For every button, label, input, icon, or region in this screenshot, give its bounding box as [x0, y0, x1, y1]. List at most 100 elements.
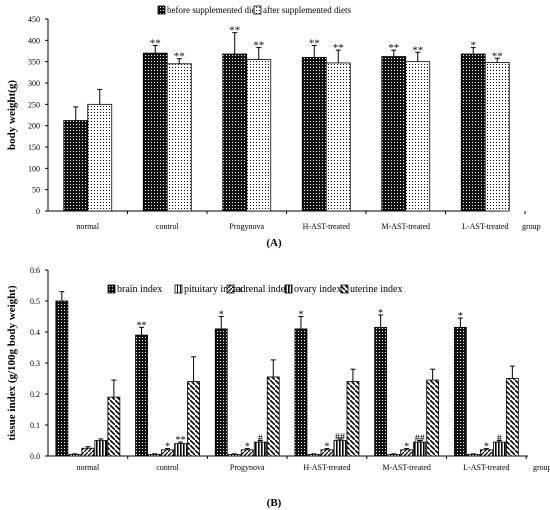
bar	[505, 378, 519, 457]
bar	[381, 56, 407, 212]
bar	[460, 53, 486, 212]
significance-mark: **	[412, 44, 423, 56]
y-tick-label: 350	[28, 58, 40, 67]
significance-mark: **	[309, 37, 320, 49]
panel-b-tissue-index-chart: 0.0 0.1 0.2 0.3 0.4 0.5 0.6 tissue index (g/100…	[6, 266, 550, 472]
y-tick-label: 0.0	[30, 452, 40, 461]
panel-a-label: (A)	[266, 237, 282, 249]
significance-mark: **	[174, 51, 185, 63]
legend-label: ovary index	[294, 284, 342, 295]
x-tick-label: normal	[76, 222, 99, 231]
significance-mark: **	[492, 50, 503, 62]
x-tick-label: H-AST-treated	[303, 463, 350, 472]
y-axis-label: body weight(g)	[6, 80, 18, 150]
x-tick-label: Progynova	[229, 222, 264, 231]
panel-b-label: (B)	[267, 497, 282, 509]
bar	[63, 120, 89, 212]
legend-swatch	[157, 5, 166, 15]
x-tick-label: L-AST-treated	[463, 463, 509, 472]
legend-label: before supplemented diets	[167, 5, 262, 15]
significance-mark: *	[458, 311, 463, 322]
legend-swatch	[174, 284, 183, 294]
x-tick-label: Progynova	[230, 463, 265, 472]
legend-label: uterine index	[350, 284, 402, 295]
significance-mark: *	[298, 310, 303, 321]
y-tick-label: 450	[28, 15, 40, 24]
legend-swatch	[284, 284, 293, 294]
legend-swatch	[226, 284, 235, 294]
significance-mark: **	[253, 40, 264, 52]
y-tick-label: 0.4	[30, 328, 40, 337]
y-tick-label: 200	[28, 122, 40, 131]
legend-swatch	[107, 284, 116, 294]
bar	[374, 326, 388, 457]
x-tick-label: normal	[77, 463, 100, 472]
bar	[387, 454, 401, 457]
significance-mark: *	[404, 442, 409, 453]
significance-mark: *	[219, 310, 224, 321]
significance-mark: **	[388, 42, 399, 54]
significance-mark: ##	[415, 434, 425, 445]
bar	[266, 376, 280, 457]
bar	[55, 300, 69, 457]
significance-mark: *	[471, 40, 477, 52]
y-tick-label: 50	[32, 186, 40, 195]
legend-swatch	[253, 5, 262, 15]
y-tick-label: 300	[28, 79, 40, 88]
bar	[142, 52, 168, 212]
bar	[466, 454, 480, 457]
y-tick-label: 250	[28, 100, 40, 109]
bar	[307, 454, 321, 457]
significance-mark: #	[258, 434, 263, 445]
significance-mark: *	[378, 308, 383, 319]
legend-label: pituitary index	[184, 284, 243, 295]
x-axis-label: group	[522, 222, 541, 231]
bar	[346, 381, 360, 457]
significance-mark: **	[137, 320, 147, 331]
significance-mark: **	[150, 37, 161, 49]
bar	[227, 454, 241, 457]
x-tick-label: control	[156, 222, 179, 231]
y-tick-label: 400	[28, 36, 40, 45]
x-tick-label: M-AST-treated	[381, 222, 430, 231]
bar	[246, 59, 272, 212]
y-tick-label: 0.2	[30, 390, 40, 399]
significance-mark: ##	[335, 432, 345, 443]
y-tick-label: 0.5	[30, 297, 40, 306]
bar	[214, 328, 228, 457]
y-tick-label: 150	[28, 143, 40, 152]
x-tick-label: M-AST-treated	[382, 463, 431, 472]
bar	[301, 57, 327, 212]
x-tick-label: L-AST-treated	[462, 222, 508, 231]
bar	[81, 447, 95, 457]
panel-a-body-weight-chart: 0 50 100 150 200 250 300 350 400 450 body weight(g…	[6, 5, 541, 231]
bar	[148, 454, 161, 457]
bar	[484, 62, 510, 212]
y-tick-label: 0.6	[30, 266, 40, 275]
legend-label: adrenal index	[236, 284, 290, 295]
legend-label: after supplemented diets	[263, 5, 351, 15]
significance-mark: **	[176, 435, 186, 446]
bar	[187, 381, 200, 457]
y-axis-label: tissue index (g/100g body weight)	[6, 285, 18, 441]
significance-mark: **	[333, 42, 344, 54]
bar	[405, 61, 431, 212]
y-tick-label: 0.1	[30, 421, 40, 430]
legend-label: brain index	[117, 284, 162, 295]
bar	[107, 396, 121, 457]
bar	[94, 440, 108, 457]
significance-mark: **	[229, 25, 240, 37]
bar	[325, 62, 351, 212]
significance-mark: *	[245, 442, 250, 453]
significance-mark: *	[324, 442, 329, 453]
bar	[166, 63, 192, 212]
bar	[68, 454, 82, 457]
y-tick-label: 0.3	[30, 359, 40, 368]
significance-mark: *	[165, 442, 170, 453]
bar	[294, 328, 308, 457]
x-tick-label: control	[156, 463, 179, 472]
significance-mark: *	[484, 442, 489, 453]
significance-mark: #	[497, 434, 502, 445]
y-tick-label: 0	[36, 207, 40, 216]
